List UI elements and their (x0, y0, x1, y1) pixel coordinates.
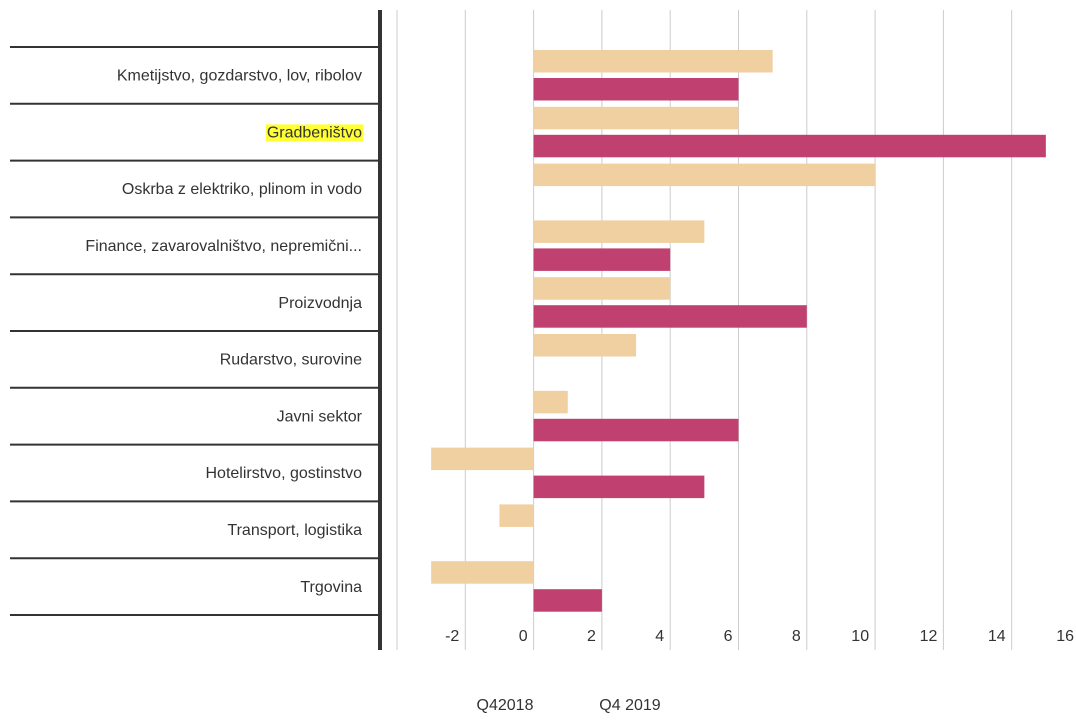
bar (533, 78, 739, 101)
x-tick-label: 10 (851, 628, 869, 645)
x-tick-label: 0 (519, 628, 528, 645)
category-label: Oskrba z elektriko, plinom in vodo (122, 181, 362, 198)
bar (533, 134, 1046, 158)
category-label: Finance, zavarovalništvo, nepremični... (85, 238, 362, 255)
legend-label: Q42018 (477, 697, 534, 714)
bar (533, 475, 705, 499)
x-tick-label: 12 (920, 628, 938, 645)
bar (533, 305, 807, 328)
bar (533, 163, 876, 187)
bar (533, 106, 739, 130)
x-tick-label: 16 (1056, 628, 1074, 645)
x-tick-label: 4 (655, 628, 664, 645)
bar (533, 50, 773, 73)
category-label: Proizvodnja (278, 295, 362, 312)
category-label: Transport, logistika (227, 522, 362, 539)
bar (533, 589, 602, 612)
category-label: Kmetijstvo, gozdarstvo, lov, ribolov (117, 68, 362, 85)
legend-label: Q4 2019 (599, 697, 660, 714)
bar (533, 418, 739, 442)
bar (533, 220, 705, 243)
x-tick-label: 14 (988, 628, 1006, 645)
bar (499, 504, 534, 527)
bar (533, 390, 568, 414)
category-label: Hotelirstvo, gostinstvo (205, 465, 362, 482)
category-label: Rudarstvo, surovine (220, 352, 362, 369)
bar (533, 334, 637, 357)
category-label: Trgovina (300, 579, 362, 596)
x-tick-label: 8 (792, 628, 801, 645)
bar (431, 561, 534, 584)
highlight (265, 124, 364, 142)
category-label: Gradbeništvo (267, 124, 362, 141)
category-label: Javni sektor (277, 408, 363, 425)
x-tick-label: -2 (445, 628, 459, 645)
x-tick-label: 6 (724, 628, 733, 645)
bar (533, 248, 671, 271)
x-tick-label: 2 (587, 628, 596, 645)
bar (533, 277, 671, 300)
bar (431, 447, 534, 471)
